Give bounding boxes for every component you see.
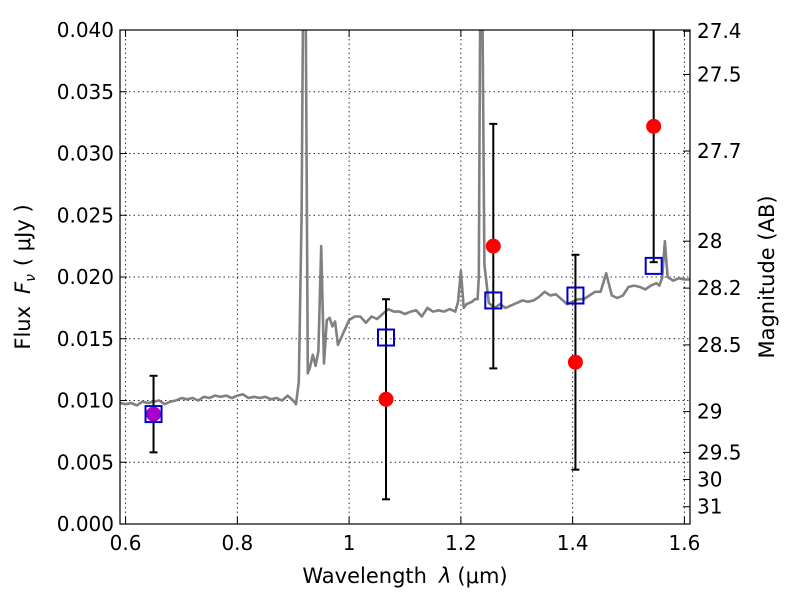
y2-tick-label: 28.5	[697, 333, 742, 357]
y-tick-label: 0.015	[57, 327, 114, 351]
x-tick-label: 1.4	[557, 531, 589, 555]
y-axis-label: FluxFν( μJy )	[11, 204, 39, 349]
x-axis-label: Wavelength λ (μm)	[302, 564, 507, 588]
x-tick-label: 0.6	[110, 531, 142, 555]
y-tick-label: 0.025	[57, 203, 114, 227]
x-tick-label: 1.6	[669, 531, 701, 555]
y-tick-label: 0.035	[57, 80, 114, 104]
y2-tick-label: 27.4	[697, 19, 742, 43]
y2-axis-label: Magnitude (AB)	[755, 195, 779, 358]
observed-point	[485, 238, 501, 254]
x-tick-label: 1.2	[445, 531, 477, 555]
y2-tick-label: 27.7	[697, 139, 742, 163]
y2-tick-label: 28	[697, 229, 722, 253]
observed-point	[146, 406, 162, 422]
observed-points	[146, 118, 662, 422]
model-point	[566, 286, 585, 305]
y2-tick-label: 27.5	[697, 62, 742, 86]
y-tick-label: 0.010	[57, 389, 114, 413]
x-axis-ticks: 0.6 0.8 1 1.2 1.4 1.6	[110, 30, 701, 555]
model-point	[144, 405, 163, 424]
y-axis-ticks: 0.000 0.005 0.010 0.015 0.020 0.025 0.030 0.035…	[57, 18, 127, 536]
x-tick-label: 0.8	[221, 531, 253, 555]
y-tick-label: 0.020	[57, 265, 114, 289]
y2-tick-label: 31	[697, 495, 722, 519]
model-points	[144, 256, 663, 424]
model-spectrum-layer	[120, 30, 690, 407]
y-tick-label: 0.005	[57, 450, 114, 474]
observed-point	[567, 354, 583, 370]
y2-tick-label: 28.2	[697, 276, 742, 300]
y2-tick-label: 29.5	[697, 440, 742, 464]
model-point	[644, 256, 663, 275]
y-tick-label: 0.000	[57, 512, 114, 536]
model-point	[377, 328, 395, 347]
y2-tick-label: 29	[697, 400, 722, 424]
model-spectrum-line	[120, 30, 690, 407]
model-point	[484, 291, 503, 310]
y-tick-label: 0.030	[57, 142, 114, 166]
y2-axis-ticks: 27.4 27.5 27.7 28 28.2 28.5 29 29.5 30 31	[683, 19, 742, 519]
x-tick-label: 1	[343, 531, 356, 555]
observed-point	[646, 118, 662, 134]
y-tick-label: 0.040	[57, 18, 114, 42]
y2-tick-label: 30	[697, 468, 722, 492]
observed-point	[378, 391, 394, 407]
